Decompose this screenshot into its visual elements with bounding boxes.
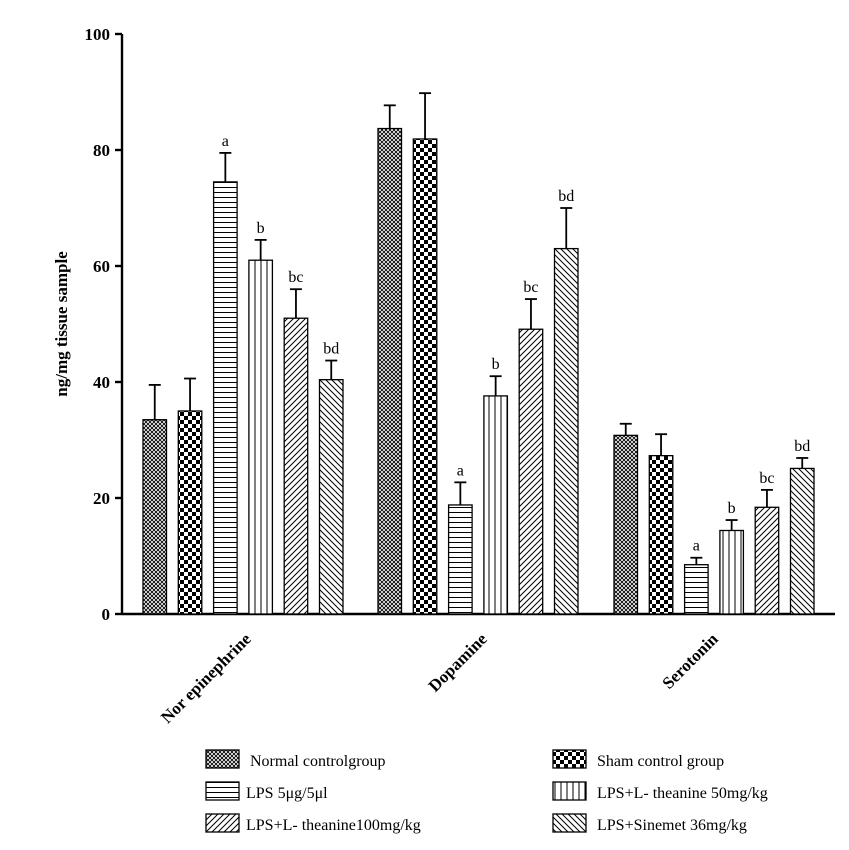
bar	[142, 419, 168, 615]
legend-label: Sham control group	[597, 753, 724, 770]
bar	[377, 127, 403, 615]
bar	[412, 138, 438, 615]
legend-label: LPS+Sinemet 36mg/kg	[597, 817, 747, 834]
significance-label: a	[222, 133, 229, 150]
legend-swatch	[205, 813, 240, 833]
y-tick-label: 60	[93, 257, 110, 276]
bar	[483, 395, 509, 615]
legend-swatch	[552, 781, 587, 801]
bar	[683, 564, 709, 615]
y-tick-label: 0	[102, 605, 111, 624]
significance-label: a	[693, 538, 700, 555]
y-axis-title: ng/mg tissue sample	[52, 251, 71, 397]
legend-label: LPS 5μg/5μl	[246, 785, 328, 802]
bar	[283, 317, 309, 615]
category-label: Nor epinephrine	[157, 629, 255, 727]
bar	[553, 247, 579, 615]
legend-swatch	[552, 749, 587, 769]
significance-label: b	[728, 500, 736, 517]
category-label: Serotonin	[659, 629, 723, 693]
significance-label: b	[257, 220, 265, 237]
category-label: Dopamine	[425, 629, 492, 696]
y-tick-label: 100	[85, 25, 111, 44]
legend-label: LPS+L- theanine 50mg/kg	[597, 785, 768, 802]
bar	[648, 455, 674, 615]
y-tick-label: 40	[93, 373, 110, 392]
y-axis: 0 20 40 60 80 100	[85, 25, 124, 624]
legend-swatch	[205, 749, 240, 769]
bar	[613, 434, 639, 615]
category-labels: Nor epinephrine Dopamine Serotonin	[157, 629, 722, 727]
bars: a b bc bd a b bc bd a b bc bd	[142, 92, 815, 615]
significance-label: bc	[523, 279, 538, 296]
bar	[719, 529, 745, 615]
bar	[447, 504, 473, 615]
significance-label: bc	[288, 269, 303, 286]
bar	[518, 328, 544, 615]
significance-label: bd	[558, 188, 574, 205]
legend-label: Normal controlgroup	[250, 753, 386, 770]
y-tick-label: 20	[93, 489, 110, 508]
bar	[789, 467, 815, 615]
legend-swatch	[552, 813, 587, 833]
bar	[177, 410, 203, 615]
bar	[318, 379, 344, 615]
bar	[754, 506, 780, 615]
legend: Normal controlgroup Sham control group LPS…	[205, 749, 768, 834]
legend-label: LPS+L- theanine100mg/kg	[246, 817, 421, 834]
significance-label: a	[457, 462, 464, 479]
significance-label: b	[492, 356, 500, 373]
bar	[212, 181, 238, 615]
y-tick-label: 80	[93, 141, 110, 160]
significance-label: bd	[323, 341, 339, 358]
bar	[248, 259, 274, 615]
legend-swatch	[205, 781, 240, 801]
significance-label: bd	[794, 438, 810, 455]
significance-label: bc	[759, 470, 774, 487]
